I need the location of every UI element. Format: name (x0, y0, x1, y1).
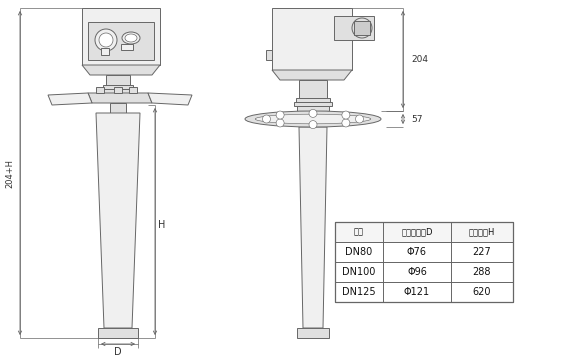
Bar (88, 22, 154, 60)
Bar (272, 8, 352, 70)
Text: DN125: DN125 (342, 287, 376, 297)
Text: DN80: DN80 (345, 247, 373, 257)
Circle shape (95, 29, 117, 51)
Bar (129, 87, 137, 93)
Bar (335, 262, 513, 282)
Text: 288: 288 (473, 267, 491, 277)
Bar (296, 98, 330, 102)
Text: 测量口直径D: 测量口直径D (401, 228, 433, 237)
Text: Φ121: Φ121 (404, 287, 430, 297)
Circle shape (99, 33, 113, 47)
Bar (297, 106, 329, 111)
Circle shape (309, 120, 317, 128)
Circle shape (262, 115, 270, 123)
Bar (106, 75, 130, 85)
Bar (297, 328, 329, 338)
Bar (103, 85, 133, 89)
Bar (110, 103, 126, 113)
Bar (335, 222, 513, 242)
Circle shape (309, 110, 317, 118)
Text: 227: 227 (473, 247, 492, 257)
Bar (299, 80, 327, 98)
Circle shape (276, 119, 284, 127)
Circle shape (352, 18, 372, 38)
Circle shape (356, 115, 364, 123)
Bar (335, 222, 513, 302)
Text: 测量高度H: 测量高度H (469, 228, 495, 237)
Circle shape (342, 111, 350, 119)
Bar (82, 8, 160, 65)
Bar (101, 48, 109, 55)
Polygon shape (299, 127, 327, 328)
Bar (335, 242, 513, 262)
Polygon shape (148, 93, 192, 105)
Text: D: D (114, 347, 122, 357)
Bar (294, 102, 332, 106)
Text: Φ96: Φ96 (407, 267, 427, 277)
Circle shape (342, 119, 350, 127)
Ellipse shape (255, 114, 371, 124)
Text: H: H (158, 221, 166, 230)
Bar (354, 21, 370, 35)
Bar (335, 282, 513, 302)
Polygon shape (272, 70, 352, 80)
Polygon shape (96, 113, 140, 328)
Text: 204+H: 204+H (6, 158, 14, 187)
Bar (98, 328, 138, 338)
Polygon shape (48, 93, 92, 105)
Bar (96, 87, 104, 93)
Bar (101, 89, 135, 93)
Text: DN100: DN100 (343, 267, 376, 277)
Text: 204: 204 (411, 55, 428, 64)
Polygon shape (82, 65, 160, 75)
Text: 57: 57 (411, 115, 423, 123)
Ellipse shape (245, 111, 381, 127)
Text: Φ76: Φ76 (407, 247, 427, 257)
Ellipse shape (125, 34, 137, 42)
Ellipse shape (122, 32, 140, 44)
Polygon shape (88, 93, 152, 103)
Text: 法兰: 法兰 (354, 228, 364, 237)
Bar (121, 44, 133, 50)
Bar (114, 87, 122, 93)
Bar (266, 50, 272, 60)
Text: 620: 620 (473, 287, 491, 297)
Circle shape (276, 111, 284, 119)
Polygon shape (334, 16, 374, 40)
